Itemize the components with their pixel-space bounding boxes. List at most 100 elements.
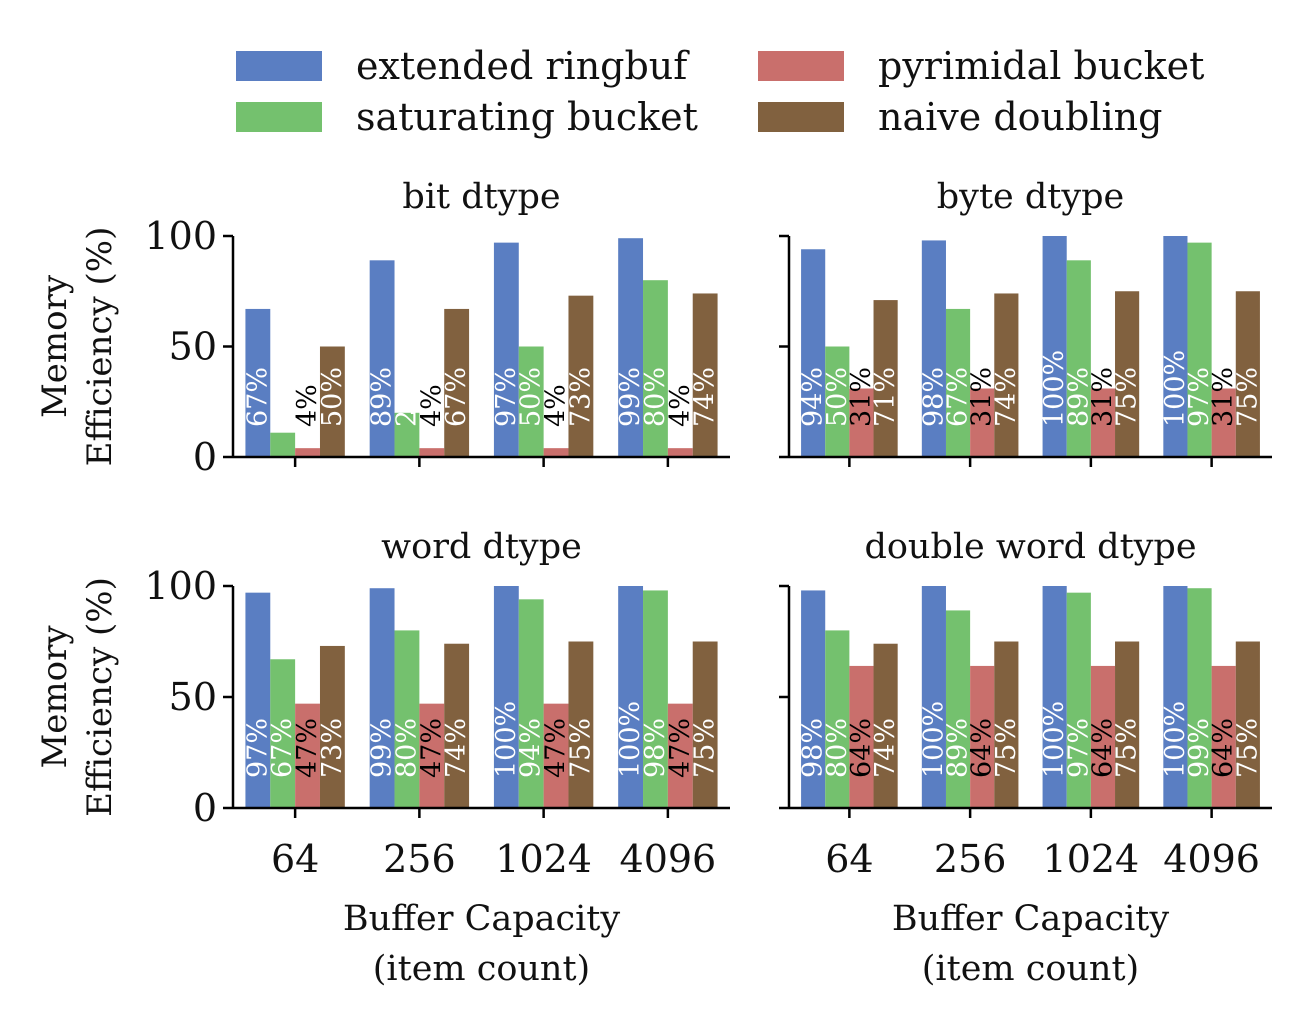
legend-label: extended ringbuf	[356, 44, 688, 88]
bar	[568, 641, 594, 808]
data-label: 89%	[367, 367, 398, 427]
bar	[945, 308, 971, 457]
data-label: 74%	[870, 718, 901, 778]
x-tick-label: 4096	[1163, 837, 1260, 881]
x-tick-label: 4096	[620, 837, 717, 881]
y-tick-label: 0	[193, 786, 217, 830]
data-label: 31%	[1087, 367, 1118, 427]
bar	[1066, 592, 1091, 808]
bar	[1115, 641, 1140, 808]
data-label: 20%	[391, 367, 422, 427]
data-label: 31%	[967, 367, 998, 427]
data-label: 4%	[292, 384, 323, 427]
data-label: 31%	[1208, 367, 1239, 427]
data-label: 80%	[640, 367, 671, 427]
data-label: 75%	[1112, 718, 1143, 778]
data-label: 80%	[822, 718, 853, 778]
x-tick-label: 1024	[1043, 837, 1140, 881]
bar	[873, 643, 898, 808]
bar	[1090, 388, 1116, 457]
bar	[825, 630, 850, 808]
bar	[543, 448, 569, 457]
data-label: 94%	[798, 367, 829, 427]
bar	[1163, 236, 1188, 457]
legend: extended ringbuf pyrimidal bucket satura…	[236, 44, 1256, 144]
data-label: 100%	[491, 701, 522, 778]
data-label: 4%	[416, 384, 447, 427]
data-label: 75%	[565, 718, 596, 778]
bar	[1066, 260, 1091, 457]
data-label: 100%	[1160, 701, 1191, 778]
data-label: 73%	[317, 718, 348, 778]
legend-swatch	[758, 51, 844, 81]
bar	[319, 346, 345, 457]
data-label: 75%	[1112, 367, 1143, 427]
bar	[643, 280, 668, 457]
data-label: 67%	[943, 367, 974, 427]
bar	[270, 659, 296, 808]
bar	[518, 346, 544, 457]
bar	[245, 592, 271, 808]
x-tick-label: 1024	[495, 837, 592, 881]
bar	[921, 240, 946, 457]
bar	[1042, 236, 1067, 457]
bar	[1211, 665, 1236, 808]
data-label: 89%	[943, 718, 974, 778]
bar	[1115, 291, 1140, 457]
data-label: 47%	[665, 718, 696, 778]
bar	[419, 448, 445, 457]
bar	[295, 448, 320, 457]
data-label: 75%	[690, 718, 721, 778]
bar	[667, 703, 693, 808]
legend-label: naive doubling	[878, 95, 1163, 139]
bar	[994, 641, 1019, 808]
bar	[493, 242, 519, 457]
bar	[444, 308, 470, 457]
bar	[1211, 388, 1236, 457]
data-label: 98%	[918, 367, 949, 427]
y-axis-label: Memory	[35, 625, 75, 769]
bar	[825, 346, 850, 457]
data-label: 11%	[267, 367, 298, 427]
data-label: 100%	[1039, 701, 1070, 778]
bar	[319, 645, 345, 808]
x-tick-label: 64	[271, 837, 319, 881]
legend-swatch	[236, 51, 322, 81]
data-label: 94%	[516, 718, 547, 778]
data-label: 98%	[798, 718, 829, 778]
data-label: 64%	[846, 718, 877, 778]
data-label: 98%	[640, 718, 671, 778]
x-tick-label: 64	[825, 837, 873, 881]
bar	[270, 432, 296, 457]
data-label: 75%	[1232, 367, 1263, 427]
y-tick-label: 100	[144, 564, 217, 608]
bar	[970, 665, 995, 808]
x-tick-label: 256	[383, 837, 456, 881]
legend-swatch	[236, 102, 322, 132]
data-label: 47%	[416, 718, 447, 778]
data-label: 50%	[822, 367, 853, 427]
bar	[369, 260, 395, 457]
bar	[873, 300, 898, 457]
x-axis-label: Buffer Capacity	[343, 899, 620, 939]
data-label: 50%	[317, 367, 348, 427]
bar	[1042, 586, 1067, 808]
data-label: 97%	[1063, 718, 1094, 778]
y-tick-label: 0	[193, 435, 217, 479]
data-label: 99%	[1184, 718, 1215, 778]
y-axis-label: Memory	[35, 274, 75, 418]
bar	[1235, 291, 1260, 457]
bar	[394, 412, 420, 457]
legend-item-naive-doubling: naive doubling	[758, 95, 1162, 139]
data-label: 99%	[367, 718, 398, 778]
bar	[970, 388, 995, 457]
bar	[394, 630, 420, 808]
data-label: 47%	[292, 718, 323, 778]
panel-title: double word dtype	[864, 527, 1196, 567]
bar	[493, 586, 519, 808]
bar	[518, 599, 544, 808]
data-label: 67%	[441, 367, 472, 427]
data-label: 100%	[615, 701, 646, 778]
data-label: 64%	[1208, 718, 1239, 778]
data-label: 47%	[541, 718, 572, 778]
